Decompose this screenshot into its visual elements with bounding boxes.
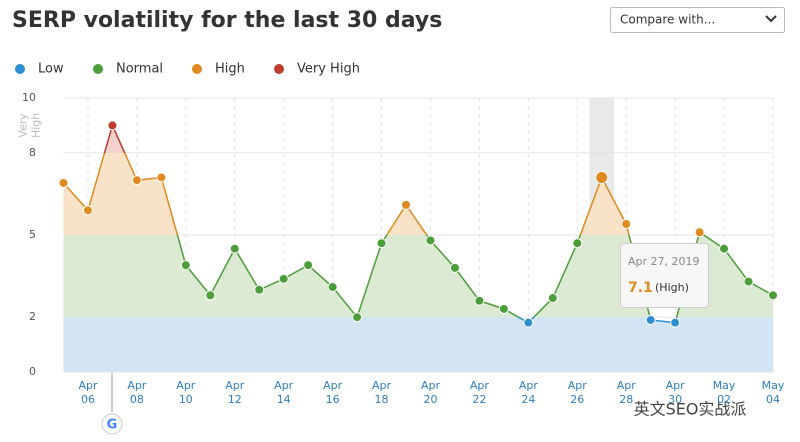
point	[595, 170, 609, 184]
x-tick-label: Apr 08	[127, 379, 147, 406]
point	[645, 314, 656, 325]
point	[180, 260, 191, 271]
dropdown-box[interactable]	[610, 7, 785, 33]
x-tick-label: Apr 20	[421, 379, 441, 406]
tooltip-box	[620, 243, 709, 308]
watermark: 英文SEO实战派	[634, 400, 747, 419]
compare-dropdown[interactable]: Compare with...	[610, 7, 785, 33]
tooltip: Apr 27, 2019 7.1 (High)	[620, 243, 709, 308]
legend-dot	[192, 64, 202, 74]
y-tick-label: 10	[22, 91, 36, 104]
x-tick-label: May 02	[713, 379, 736, 406]
point	[449, 262, 460, 273]
point	[694, 227, 705, 238]
legend-dot	[15, 64, 25, 74]
x-tick-label: Apr 12	[225, 379, 245, 406]
point	[376, 238, 387, 249]
point	[229, 243, 240, 254]
chevron	[765, 15, 777, 23]
x-tick-label: Apr 30	[666, 379, 686, 406]
point	[278, 273, 289, 284]
chart-title: SERP volatility for the last 30 days	[12, 8, 442, 33]
point	[523, 317, 534, 328]
x-tick-label: Apr 18	[372, 379, 392, 406]
legend-label: High	[215, 62, 245, 77]
y-tick-label: 8	[29, 146, 36, 159]
y-tick-label: 2	[29, 310, 36, 323]
point	[205, 290, 216, 301]
tooltip-level: (High)	[655, 281, 689, 294]
point	[425, 235, 436, 246]
google-icon[interactable]	[101, 413, 123, 435]
y-tick-label: 0	[29, 365, 36, 378]
point	[352, 312, 363, 323]
legend-dot	[274, 64, 284, 74]
point	[719, 243, 730, 254]
x-tick-label: Apr 14	[274, 379, 294, 406]
point	[474, 295, 485, 306]
point	[131, 175, 142, 186]
legend-label: Low	[38, 62, 64, 77]
x-tick-label: Apr 06	[78, 379, 98, 406]
band-label: VeryHigh	[17, 113, 43, 138]
x-tick-label: Apr 16	[323, 379, 343, 406]
point	[572, 238, 583, 249]
x-tick-label: Apr 26	[568, 379, 588, 406]
legend-label: Normal	[116, 62, 163, 77]
google-g: G	[107, 418, 118, 433]
point	[621, 219, 632, 230]
legend-label: Very High	[297, 62, 360, 77]
tooltip-date: Apr 27, 2019	[628, 255, 700, 268]
dropdown-label[interactable]: Compare with...	[620, 13, 715, 27]
x-tick-label: Apr 10	[176, 379, 196, 406]
y-tick-label: 5	[29, 228, 36, 241]
x-tick-label: May 04	[762, 379, 785, 406]
x-tick-label: Apr 22	[470, 379, 490, 406]
point	[547, 293, 558, 304]
point	[82, 205, 93, 216]
tooltip-value: 7.1	[628, 280, 653, 296]
x-tick-label: Apr 24	[519, 379, 539, 406]
point	[743, 276, 754, 287]
point	[768, 290, 778, 301]
point	[401, 199, 412, 210]
legend-dot	[93, 64, 103, 74]
x-tick-label: Apr 28	[617, 379, 637, 406]
point	[58, 177, 69, 188]
point	[107, 120, 118, 131]
point	[303, 260, 314, 271]
point	[156, 172, 167, 183]
area	[63, 125, 773, 373]
point	[670, 317, 681, 328]
point	[254, 284, 265, 295]
point	[327, 282, 338, 293]
point	[498, 303, 509, 314]
